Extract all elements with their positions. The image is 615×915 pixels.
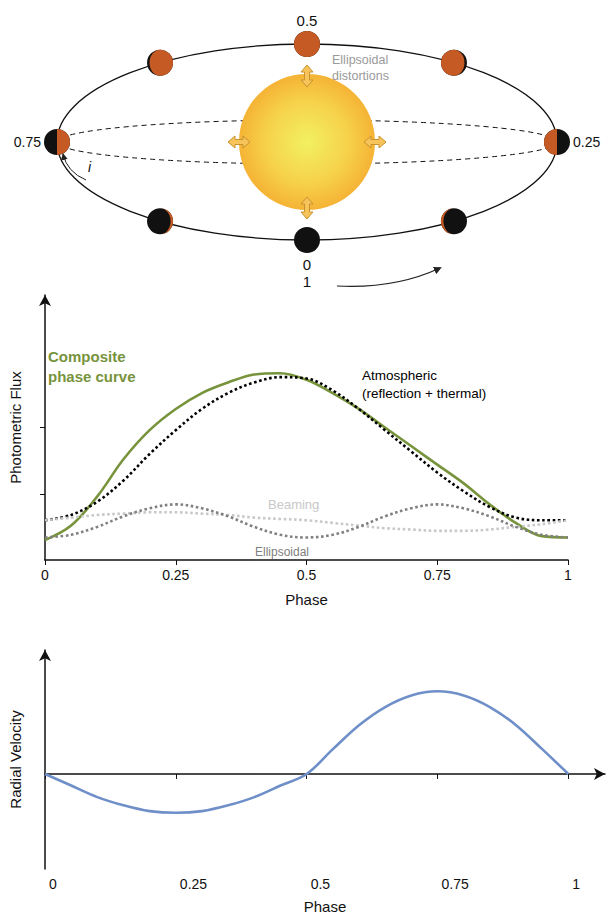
svg-text:1: 1	[303, 273, 311, 290]
svg-text:0.5: 0.5	[297, 12, 318, 29]
svg-text:0.5: 0.5	[297, 567, 317, 583]
svg-text:phase curve: phase curve	[48, 368, 136, 385]
svg-text:Photometric Flux: Photometric Flux	[7, 371, 24, 484]
svg-text:0.5: 0.5	[311, 876, 331, 892]
svg-text:Composite: Composite	[48, 348, 126, 365]
svg-text:distortions: distortions	[332, 69, 389, 83]
svg-text:0.25: 0.25	[162, 567, 189, 583]
svg-text:0: 0	[303, 256, 311, 273]
svg-text:(reflection + thermal): (reflection + thermal)	[362, 386, 486, 401]
svg-text:i: i	[88, 159, 92, 175]
svg-text:0.25: 0.25	[180, 876, 207, 892]
svg-text:Phase: Phase	[285, 591, 328, 608]
svg-text:Radial Velocity: Radial Velocity	[7, 710, 24, 809]
svg-text:Beaming: Beaming	[268, 497, 319, 512]
svg-text:0: 0	[49, 876, 57, 892]
svg-text:1: 1	[564, 567, 572, 583]
svg-text:0.25: 0.25	[573, 134, 600, 150]
svg-text:0: 0	[41, 567, 49, 583]
svg-text:0.75: 0.75	[442, 876, 469, 892]
svg-text:0.75: 0.75	[424, 567, 451, 583]
svg-text:Ellipsoidal: Ellipsoidal	[255, 545, 309, 559]
svg-text:0.75: 0.75	[14, 134, 41, 150]
svg-text:Phase: Phase	[304, 898, 347, 915]
svg-text:1: 1	[572, 876, 580, 892]
svg-text:Atmospheric: Atmospheric	[362, 368, 437, 383]
svg-text:Ellipsoidal: Ellipsoidal	[332, 53, 388, 67]
